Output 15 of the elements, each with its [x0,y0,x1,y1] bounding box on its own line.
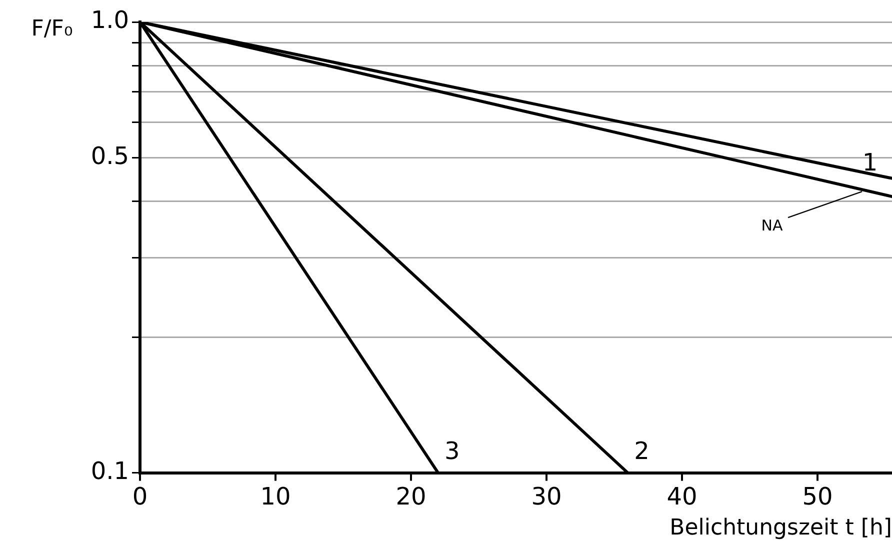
series-label: 1 [862,148,878,177]
y-tick-label: 0.5 [90,142,129,170]
x-tick-label: 40 [666,482,698,510]
x-tick-label: 20 [396,482,426,510]
x-axis-title: Belichtungszeit t [h] [670,516,892,541]
y-axis-title: F/F₀ [31,16,73,42]
series-label: 2 [634,437,650,466]
x-tick-label: 50 [802,482,833,510]
text: NA [761,216,784,234]
x-tick-label: 0 [132,482,148,510]
x-tick-label: 30 [531,482,562,510]
x-tick-label: 10 [260,482,291,510]
y-tick-label: 1.0 [90,6,129,34]
y-tick-label: 0.1 [90,457,129,486]
series-label: 3 [444,437,460,466]
